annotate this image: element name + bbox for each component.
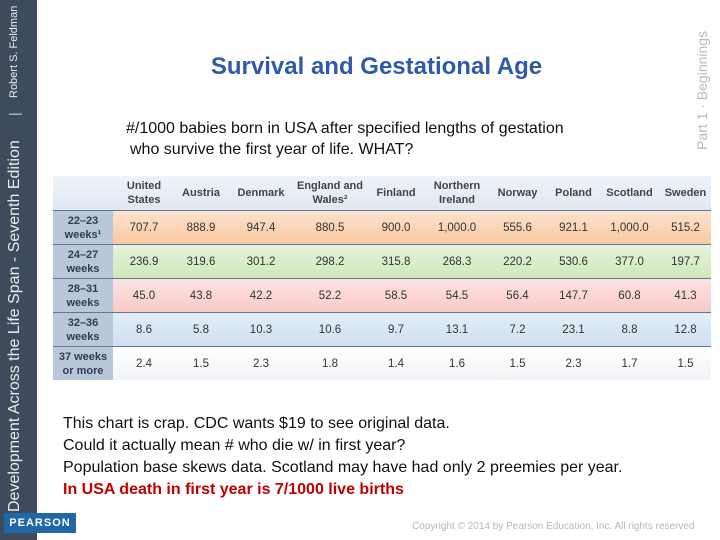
column-header: Finland bbox=[365, 176, 427, 211]
table-cell: 54.5 bbox=[427, 278, 487, 313]
table-cell: 1.8 bbox=[295, 346, 365, 380]
table-cell: 377.0 bbox=[599, 244, 660, 279]
table-cell: 555.6 bbox=[487, 210, 548, 245]
column-header: Poland bbox=[548, 176, 599, 211]
note-line: Could it actually mean # who die w/ in f… bbox=[63, 437, 406, 454]
table-cell: 1,000.0 bbox=[599, 210, 660, 245]
note-line: In USA death in first year is 7/1000 liv… bbox=[63, 481, 404, 498]
table-cell: 1.6 bbox=[427, 346, 487, 380]
column-header: England and Wales² bbox=[295, 176, 365, 211]
table-cell: 530.6 bbox=[548, 244, 599, 279]
row-label: 24–27 weeks bbox=[53, 244, 113, 279]
table-cell: 1.5 bbox=[175, 346, 227, 380]
author: Robert S. Feldman bbox=[8, 5, 20, 98]
row-label: 28–31 weeks bbox=[53, 278, 113, 313]
row-label: 32–36 weeks bbox=[53, 312, 113, 347]
column-header: United States bbox=[113, 176, 175, 211]
table-cell: 8.6 bbox=[113, 312, 175, 347]
column-header: Scotland bbox=[599, 176, 660, 211]
table-cell: 45.0 bbox=[113, 278, 175, 313]
table-cell: 5.8 bbox=[175, 312, 227, 347]
table-row: 22–23 weeks¹ 707.7 888.9 947.4 880.5 900.0 1,0… bbox=[53, 210, 711, 245]
column-header: Denmark bbox=[227, 176, 295, 211]
subtitle: #/1000 babies born in USA after specifie… bbox=[126, 118, 564, 160]
table-cell: 197.7 bbox=[660, 244, 711, 279]
table-cell: 2.3 bbox=[548, 346, 599, 380]
survival-table: United States Austria Denmark England and W… bbox=[53, 176, 711, 380]
publisher-logo: PEARSON bbox=[4, 513, 76, 533]
table-cell: 9.7 bbox=[365, 312, 427, 347]
table-cell: 43.8 bbox=[175, 278, 227, 313]
table-cell: 2.3 bbox=[227, 346, 295, 380]
table-cell: 1.5 bbox=[487, 346, 548, 380]
row-label: 22–23 weeks¹ bbox=[53, 210, 113, 245]
table-cell: 2.4 bbox=[113, 346, 175, 380]
slide-title: Survival and Gestational Age bbox=[210, 53, 543, 80]
note-line: Population base skews data. Scotland may… bbox=[63, 459, 623, 476]
table-row: 24–27 weeks 236.9 319.6 301.2 298.2 315.8 268.… bbox=[53, 244, 711, 279]
table-cell: 298.2 bbox=[295, 244, 365, 279]
column-header: Norway bbox=[487, 176, 548, 211]
column-header: Northern Ireland bbox=[427, 176, 487, 211]
book-title: Development Across the Life Span - Seven… bbox=[6, 140, 23, 512]
subtitle-line: who survive the first year of life. WHAT… bbox=[130, 141, 414, 158]
table-cell: 921.1 bbox=[548, 210, 599, 245]
header-row: United States Austria Denmark England and W… bbox=[53, 176, 711, 211]
table-cell: 23.1 bbox=[548, 312, 599, 347]
table-cell: 707.7 bbox=[113, 210, 175, 245]
table-cell: 13.1 bbox=[427, 312, 487, 347]
table-cell: 10.3 bbox=[227, 312, 295, 347]
table-cell: 10.6 bbox=[295, 312, 365, 347]
table-cell: 12.8 bbox=[660, 312, 711, 347]
table-cell: 515.2 bbox=[660, 210, 711, 245]
table-cell: 42.2 bbox=[227, 278, 295, 313]
table-cell: 56.4 bbox=[487, 278, 548, 313]
table-cell: 888.9 bbox=[175, 210, 227, 245]
column-header: Sweden bbox=[660, 176, 711, 211]
part-label: Part 1 · Beginnings bbox=[694, 30, 710, 150]
table-cell: 1.4 bbox=[365, 346, 427, 380]
table-cell: 315.8 bbox=[365, 244, 427, 279]
table-cell: 947.4 bbox=[227, 210, 295, 245]
table-cell: 319.6 bbox=[175, 244, 227, 279]
note-line: This chart is crap. CDC wants $19 to see… bbox=[63, 415, 450, 432]
table-cell: 41.3 bbox=[660, 278, 711, 313]
table-cell: 1,000.0 bbox=[427, 210, 487, 245]
table-cell: 7.2 bbox=[487, 312, 548, 347]
table-cell: 1.5 bbox=[660, 346, 711, 380]
column-header: Austria bbox=[175, 176, 227, 211]
row-label: 37 weeks or more bbox=[53, 346, 113, 380]
separator: | bbox=[6, 112, 22, 116]
table-cell: 147.7 bbox=[548, 278, 599, 313]
table-cell: 268.3 bbox=[427, 244, 487, 279]
table-cell: 301.2 bbox=[227, 244, 295, 279]
table-cell: 236.9 bbox=[113, 244, 175, 279]
table-cell: 900.0 bbox=[365, 210, 427, 245]
notes: This chart is crap. CDC wants $19 to see… bbox=[63, 413, 622, 501]
table-row: 28–31 weeks 45.0 43.8 42.2 52.2 58.5 54.5 56.4 1… bbox=[53, 278, 711, 313]
sidebar: Robert S. Feldman | Development Across t… bbox=[0, 0, 37, 540]
table-cell: 1.7 bbox=[599, 346, 660, 380]
corner-cell bbox=[53, 176, 113, 211]
table-cell: 8.8 bbox=[599, 312, 660, 347]
subtitle-line: #/1000 babies born in USA after specifie… bbox=[126, 120, 564, 137]
table-row: 32–36 weeks 8.6 5.8 10.3 10.6 9.7 13.1 7.2 23.1 8… bbox=[53, 312, 711, 347]
copyright: Copyright © 2014 by Pearson Education, I… bbox=[412, 521, 695, 532]
table-row: 37 weeks or more 2.4 1.5 2.3 1.8 1.4 1.6 1.5 2.3… bbox=[53, 346, 711, 380]
table-cell: 58.5 bbox=[365, 278, 427, 313]
table-cell: 52.2 bbox=[295, 278, 365, 313]
table-cell: 220.2 bbox=[487, 244, 548, 279]
table-cell: 60.8 bbox=[599, 278, 660, 313]
table-cell: 880.5 bbox=[295, 210, 365, 245]
